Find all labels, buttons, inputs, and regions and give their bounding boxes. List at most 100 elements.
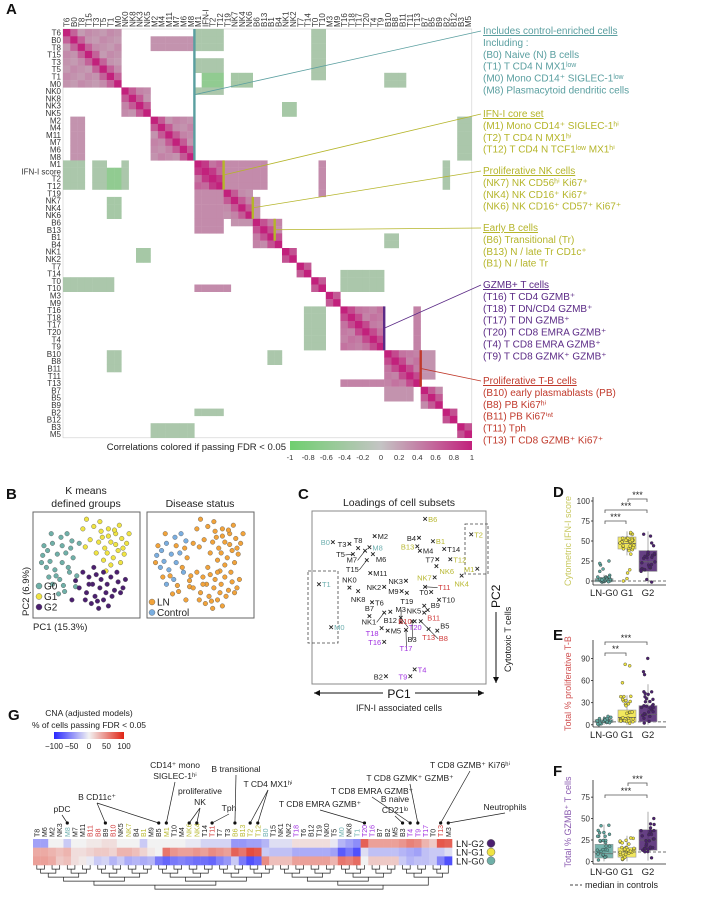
data-point <box>82 597 88 603</box>
heatmap-cell <box>421 839 430 848</box>
heatmap-cell <box>230 80 239 88</box>
heatmap-cell <box>70 65 78 73</box>
data-point <box>640 561 644 565</box>
heatmap-cell <box>106 58 115 66</box>
data-point <box>605 848 610 852</box>
heatmap-cell <box>201 189 210 198</box>
column-label: NK1 <box>282 11 291 27</box>
heatmap-cell <box>252 233 261 241</box>
heatmap-cell <box>101 839 110 848</box>
heatmap-cell <box>318 182 326 190</box>
heatmap-cell <box>276 856 285 866</box>
heatmap-cell <box>150 430 159 438</box>
loading-label: B7 <box>365 604 374 613</box>
data-point <box>235 551 241 557</box>
heatmap-cell <box>429 839 438 848</box>
data-point <box>652 551 657 556</box>
heatmap-cell <box>303 321 312 329</box>
group-member: (M0) Mono CD14⁺ SIGLEC-1ˡᵒʷ <box>483 74 624 85</box>
heatmap-cell <box>260 240 268 249</box>
annotation-label: T CD8 GZMB⁺ Ki76ʰⁱ <box>430 760 510 770</box>
heatmap-cell <box>63 43 71 52</box>
heatmap-cell <box>209 58 217 66</box>
data-point <box>642 567 646 572</box>
heatmap-cell <box>353 847 361 857</box>
heatmap-cell <box>77 145 86 154</box>
group-member: (B11) PB Ki67ⁱⁿᵗ <box>483 412 553 423</box>
data-point <box>225 527 231 533</box>
heatmap-cell <box>194 284 202 292</box>
outlier-point <box>598 561 602 566</box>
heatmap-cell <box>444 847 453 857</box>
data-point <box>652 822 656 827</box>
data-point <box>233 536 239 542</box>
heatmap-cell <box>121 182 129 190</box>
column-label: NK7 <box>126 823 133 837</box>
row-label: M3 <box>50 291 62 300</box>
heatmap-cell <box>121 175 129 183</box>
heatmap-cell <box>201 43 210 52</box>
data-point <box>642 721 646 725</box>
heatmap-cell <box>157 145 166 154</box>
heatmap-cell <box>362 277 370 285</box>
data-point <box>236 576 242 582</box>
heatmap-cell <box>216 218 224 227</box>
column-label: T16 <box>340 13 349 27</box>
group-member: (B6) Transitional (Tr) <box>483 235 574 246</box>
panel-g-cna-heatmap: CNA (adjusted models)% of cells passing … <box>32 708 527 890</box>
data-point <box>174 582 180 588</box>
heatmap-cell <box>77 65 86 73</box>
heatmap-cell <box>355 379 363 387</box>
loading-marker <box>459 573 464 578</box>
column-label: M2 <box>50 827 57 837</box>
outlier-point <box>598 569 602 574</box>
heatmap-cell <box>414 856 422 866</box>
data-point <box>196 597 202 603</box>
data-point <box>647 719 651 724</box>
data-point <box>222 562 228 568</box>
heatmap-cell <box>362 284 370 292</box>
heatmap-cell <box>347 342 356 351</box>
data-point <box>159 548 165 554</box>
heatmap-cell <box>63 80 71 88</box>
outlier-point <box>607 559 611 563</box>
data-point <box>595 719 599 723</box>
heatmap-cell <box>252 240 261 249</box>
heatmap-cell <box>413 342 421 351</box>
data-point <box>108 562 114 568</box>
significance-label: *** <box>632 490 643 500</box>
heatmap-cell <box>63 36 71 44</box>
data-point <box>92 593 98 599</box>
data-point <box>604 838 608 843</box>
data-point <box>647 832 651 837</box>
loading-leader-line <box>400 617 409 628</box>
heatmap-cell <box>464 430 472 438</box>
y-tick-label: 30 <box>581 699 590 708</box>
data-point <box>59 560 65 566</box>
heatmap-cell <box>337 839 346 848</box>
data-point <box>218 581 224 587</box>
loading-label: T0 <box>419 588 428 597</box>
heatmap-cell <box>194 211 202 219</box>
heatmap-cell <box>77 72 86 81</box>
heatmap-cell <box>398 856 407 866</box>
heatmap-cell <box>260 182 268 190</box>
data-point <box>59 543 65 549</box>
heatmap-cell <box>216 211 224 219</box>
heatmap-cell <box>201 72 210 81</box>
outlier-point <box>601 567 605 571</box>
data-point <box>119 536 125 542</box>
column-label: T7 <box>296 17 305 27</box>
significance-label: *** <box>621 633 632 643</box>
heatmap-cell <box>368 847 377 857</box>
heatmap-cell <box>194 160 202 168</box>
colorbar-tick: −50 <box>65 742 79 751</box>
data-point <box>118 590 124 596</box>
heatmap-cell <box>114 175 122 183</box>
loading-marker <box>404 590 409 595</box>
annotation-leader-line <box>371 796 411 824</box>
plot-title: defined groups <box>51 498 120 510</box>
data-point <box>595 848 600 852</box>
data-point <box>230 522 236 528</box>
heatmap-cell <box>230 182 239 190</box>
